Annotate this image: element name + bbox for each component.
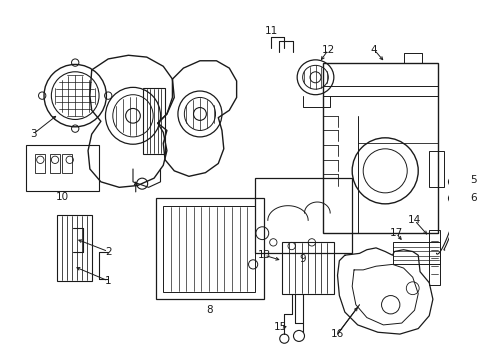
Text: 11: 11 <box>265 26 278 36</box>
Text: 16: 16 <box>331 329 344 339</box>
Text: 14: 14 <box>408 215 421 225</box>
Text: 1: 1 <box>105 276 112 286</box>
Bar <box>25 145 99 191</box>
Bar <box>392 242 440 264</box>
Text: 6: 6 <box>470 193 477 203</box>
Text: 2: 2 <box>105 247 112 257</box>
Text: 4: 4 <box>371 45 377 55</box>
Text: 15: 15 <box>274 322 287 332</box>
Text: 17: 17 <box>390 228 403 238</box>
Text: 3: 3 <box>30 129 36 139</box>
Text: 10: 10 <box>56 192 69 202</box>
Bar <box>49 154 60 173</box>
Bar <box>429 150 444 187</box>
Text: 9: 9 <box>299 254 306 264</box>
Bar <box>143 88 165 154</box>
Bar <box>156 198 264 299</box>
Text: 12: 12 <box>322 45 335 55</box>
Text: 8: 8 <box>206 305 213 315</box>
Bar <box>255 178 352 253</box>
Text: 13: 13 <box>258 250 271 260</box>
Bar <box>57 215 92 281</box>
Bar <box>283 242 334 294</box>
Bar <box>429 230 440 284</box>
Bar <box>62 154 73 173</box>
Text: 5: 5 <box>470 175 477 185</box>
Bar <box>323 63 439 233</box>
Bar <box>35 154 45 173</box>
Bar <box>163 206 255 292</box>
